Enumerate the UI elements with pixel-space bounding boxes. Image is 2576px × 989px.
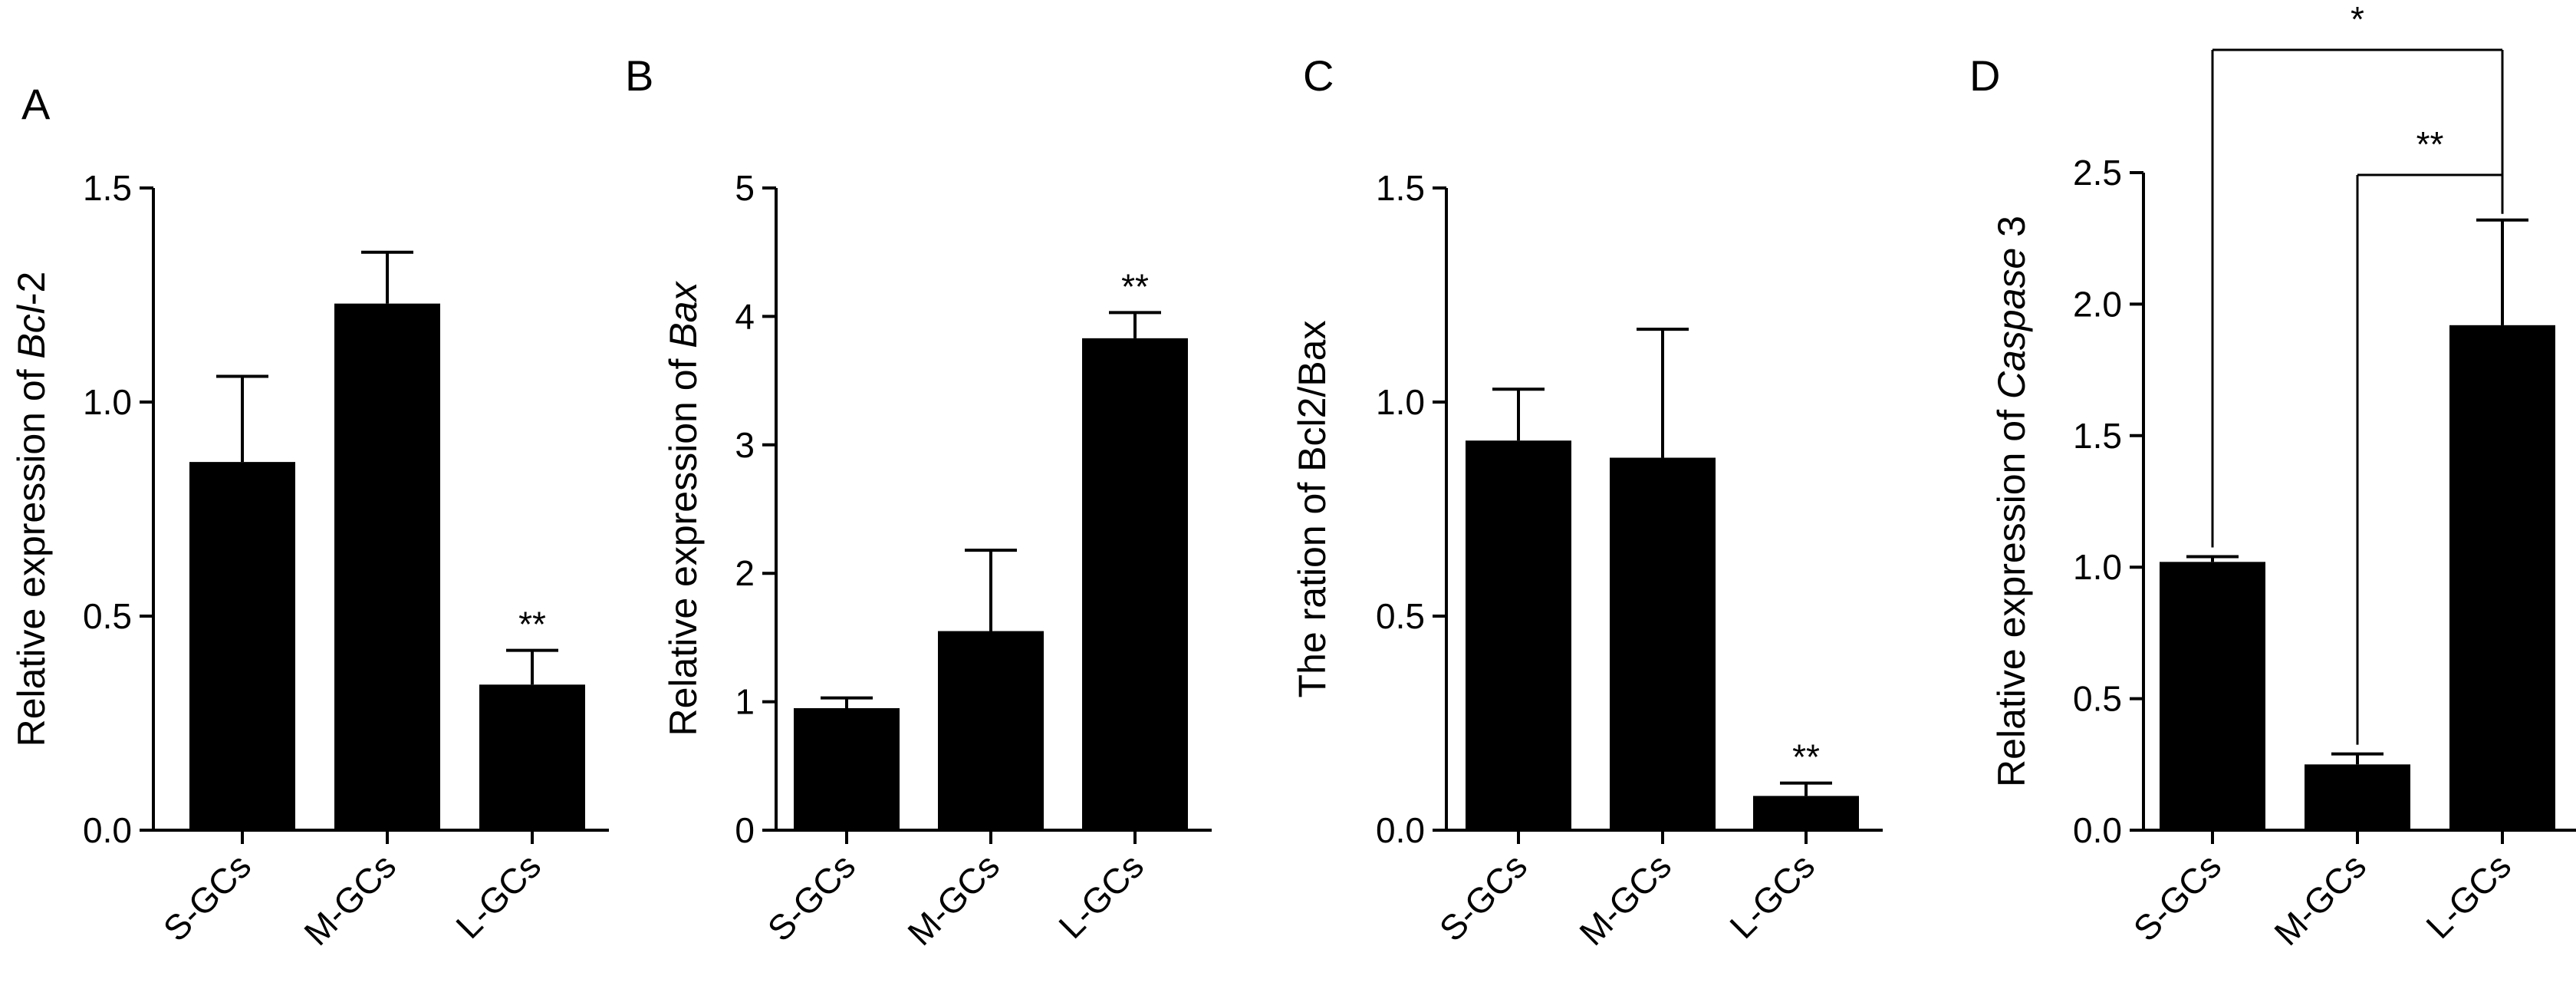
y-tick-label: 1.0 bbox=[2073, 547, 2122, 587]
y-axis-title: Relative expression of Caspase 3 bbox=[1990, 216, 2033, 787]
y-axis-title-part: Relative expression of bbox=[1990, 399, 2033, 787]
y-tick-label: 1 bbox=[735, 682, 755, 722]
y-axis-title-part: 3 bbox=[1990, 216, 2033, 248]
bar bbox=[2449, 325, 2555, 831]
y-axis-title-part: Bax bbox=[662, 281, 705, 348]
y-tick-label: 0.5 bbox=[83, 596, 132, 636]
y-tick-label: 4 bbox=[735, 296, 755, 336]
y-tick-label: 5 bbox=[735, 168, 755, 208]
bar bbox=[2160, 562, 2265, 830]
x-tick-label: L-GCs bbox=[1051, 846, 1151, 946]
significance-label: * bbox=[2351, 0, 2364, 39]
y-tick-label: 2.5 bbox=[2073, 153, 2122, 193]
significance-label: ** bbox=[1792, 737, 1820, 777]
y-axis-title-part: Bcl bbox=[10, 304, 53, 358]
x-tick-label: M-GCs bbox=[296, 846, 403, 953]
x-tick-label: L-GCs bbox=[2418, 846, 2518, 946]
panel-b: B 0 1 2 3 4 5 Relative expression of Bax S-GCs M-… bbox=[625, 51, 1212, 953]
x-tick-label: S-GCs bbox=[1432, 846, 1535, 948]
bar bbox=[334, 303, 440, 830]
x-tick-label: L-GCs bbox=[448, 846, 548, 946]
y-tick-label: 0.5 bbox=[1376, 596, 1425, 636]
bar bbox=[938, 631, 1044, 830]
significance-label: ** bbox=[1121, 266, 1149, 306]
bar bbox=[189, 462, 295, 830]
y-tick-label: 1.0 bbox=[83, 382, 132, 422]
y-axis-title: Relative expression of Bcl-2 bbox=[10, 272, 53, 747]
significance-label: ** bbox=[2416, 124, 2444, 164]
x-tick-label: M-GCs bbox=[1571, 846, 1679, 953]
bar bbox=[479, 684, 585, 830]
panel-letter: B bbox=[625, 51, 653, 100]
y-tick-label: 3 bbox=[735, 425, 755, 465]
bar bbox=[794, 707, 900, 830]
y-tick-label: 2.0 bbox=[2073, 284, 2122, 324]
y-axis-title: Relative expression of Bax bbox=[662, 281, 705, 737]
significance-label: ** bbox=[518, 605, 546, 644]
panel-letter: D bbox=[1969, 51, 2000, 100]
bar bbox=[1082, 338, 1188, 830]
y-axis-title-part: The ration of Bcl2/Bax bbox=[1291, 321, 1334, 698]
y-tick-label: 2 bbox=[735, 553, 755, 593]
y-axis-title-part: Relative expression of bbox=[10, 359, 53, 747]
panel-d: D 0.0 0.5 1.0 1.5 2.0 2.5 Relative expression o… bbox=[1969, 0, 2576, 953]
y-tick-label: 0.0 bbox=[1376, 810, 1425, 850]
panel-letter: A bbox=[21, 80, 51, 128]
x-tick-label: L-GCs bbox=[1722, 846, 1822, 946]
y-axis-title-part: Caspase bbox=[1990, 248, 2033, 399]
y-tick-label: 1.5 bbox=[2073, 416, 2122, 456]
x-tick-label: M-GCs bbox=[900, 846, 1007, 953]
panel-a: A 0.0 0.5 1.0 1.5 Relative expression of Bcl-… bbox=[10, 80, 609, 953]
panel-c: C 0.0 0.5 1.0 1.5 The ration of Bcl2/Bax S-GCs… bbox=[1291, 51, 1883, 953]
bar bbox=[1610, 457, 1716, 830]
x-tick-label: S-GCs bbox=[760, 846, 863, 948]
y-tick-label: 0 bbox=[735, 810, 755, 850]
y-tick-label: 1.5 bbox=[83, 168, 132, 208]
bar bbox=[1753, 796, 1859, 830]
y-tick-label: 1.0 bbox=[1376, 382, 1425, 422]
bar bbox=[2305, 764, 2410, 830]
y-axis-title-part: -2 bbox=[10, 272, 53, 305]
panel-letter: C bbox=[1303, 51, 1334, 100]
y-tick-label: 0.0 bbox=[2073, 810, 2122, 850]
y-tick-label: 1.5 bbox=[1376, 168, 1425, 208]
x-tick-label: M-GCs bbox=[2266, 846, 2374, 953]
y-tick-label: 0.0 bbox=[83, 810, 132, 850]
bar bbox=[1466, 440, 1571, 830]
y-axis-title: The ration of Bcl2/Bax bbox=[1291, 321, 1334, 698]
y-axis-title-part: Relative expression of bbox=[662, 348, 705, 737]
y-tick-label: 0.5 bbox=[2073, 679, 2122, 719]
x-tick-label: S-GCs bbox=[2126, 846, 2229, 948]
x-tick-label: S-GCs bbox=[156, 846, 258, 948]
